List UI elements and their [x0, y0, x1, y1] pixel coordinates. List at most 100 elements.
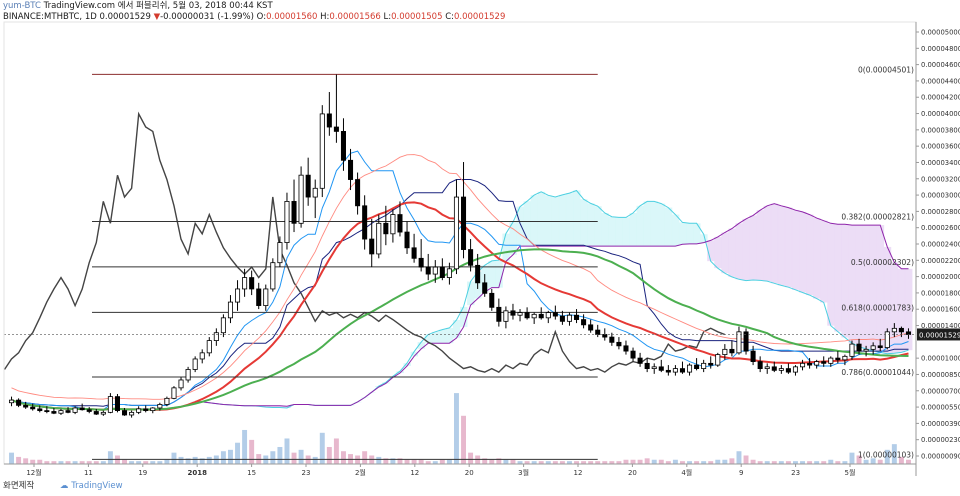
- candle-body: [178, 379, 184, 389]
- volume-bar: [157, 461, 163, 464]
- volume-bar: [588, 461, 594, 464]
- candle-body: [496, 306, 502, 322]
- candle: [199, 349, 205, 364]
- ichimoku-cloud-segment: [417, 342, 426, 349]
- candle: [213, 328, 219, 346]
- candle: [439, 258, 445, 281]
- candle-body: [552, 312, 558, 317]
- fib-level-label: 0.618(0.00001783): [841, 303, 914, 312]
- candle: [510, 303, 516, 320]
- volume-bar: [891, 444, 897, 464]
- ichimoku-cloud-segment: [608, 216, 616, 247]
- price-tick-label: 0.00004600: [921, 61, 960, 69]
- candle: [849, 340, 855, 360]
- time-tick-label: 4월: [681, 468, 692, 477]
- candle: [453, 179, 459, 275]
- candle: [609, 332, 615, 346]
- candle-body: [72, 407, 78, 413]
- candle: [23, 401, 29, 409]
- time-tick-label: 12: [410, 469, 419, 477]
- candle: [503, 306, 509, 329]
- volume-bar: [411, 459, 417, 464]
- candle: [517, 309, 523, 322]
- ichimoku-cloud-segment: [883, 246, 892, 354]
- volume-bar: [362, 451, 368, 464]
- publisher-username[interactable]: yum-BTC: [3, 1, 41, 11]
- ichimoku-cloud-segment: [629, 213, 637, 247]
- time-tick-label: 12: [574, 469, 583, 477]
- ichimoku-cloud-segment: [869, 225, 878, 351]
- candle: [489, 288, 495, 311]
- time-tick-label: 23: [302, 469, 311, 477]
- candle-body: [722, 348, 728, 355]
- candle: [559, 310, 565, 325]
- tradingview-logo[interactable]: ☁ TradingView: [60, 481, 123, 492]
- candle: [722, 344, 728, 360]
- ichimoku-cloud-segment: [813, 218, 821, 299]
- volume-bar: [510, 459, 516, 464]
- volume-bar: [178, 456, 184, 464]
- volume-bar: [164, 459, 170, 464]
- candle: [898, 326, 904, 338]
- volume-bar: [30, 459, 36, 464]
- volume-bar: [199, 458, 205, 464]
- candle-body: [319, 113, 325, 189]
- volume-bar: [23, 458, 29, 464]
- candle: [538, 307, 544, 320]
- volume-bar: [220, 451, 226, 464]
- candle: [800, 359, 806, 371]
- ichimoku-cloud-segment: [707, 240, 715, 262]
- candle: [326, 92, 332, 136]
- time-tick-label: 11: [84, 469, 93, 477]
- candle-body: [870, 345, 876, 350]
- volume-bar: [792, 461, 798, 464]
- candle: [468, 239, 474, 272]
- volume-bar: [453, 393, 459, 464]
- ichimoku-cloud-segment: [488, 260, 496, 288]
- candle-body: [679, 368, 685, 373]
- candle: [383, 205, 389, 246]
- candle-body: [446, 268, 452, 278]
- candle-body: [743, 331, 749, 352]
- volume-bar: [333, 438, 339, 464]
- ichimoku-cloud-segment: [565, 193, 574, 247]
- volume-bar: [482, 458, 488, 464]
- volume-bar: [446, 459, 452, 464]
- volume-bar: [51, 461, 57, 464]
- ichimoku-cloud-segment: [820, 220, 828, 303]
- volume-bar: [743, 455, 749, 464]
- volume-bar: [235, 442, 241, 464]
- candle: [256, 282, 262, 310]
- candle: [277, 236, 283, 268]
- ichimoku-cloud-segment: [841, 224, 849, 338]
- ichimoku-cloud-segment: [509, 222, 517, 255]
- time-axis[interactable]: 12월 11 19 2018 15 23 2월 12 20 3월 12 20 4월 9 23 5월: [4, 463, 916, 477]
- candle-body: [630, 350, 636, 359]
- volume-bar: [150, 461, 156, 464]
- volume-bar: [898, 456, 904, 464]
- candle: [778, 365, 784, 374]
- candle: [785, 363, 791, 374]
- candle-body: [235, 288, 241, 303]
- candle-body: [79, 407, 85, 411]
- candle: [220, 314, 226, 338]
- volume-bar: [439, 459, 445, 464]
- candle-body: [383, 222, 389, 235]
- candle: [242, 268, 248, 297]
- candlestick-series: [4, 74, 916, 418]
- volume-bar: [143, 461, 149, 464]
- price-axis[interactable]: 0.00001529 0.00005000 0.00004800 0.00004600…: [3, 21, 960, 476]
- candle-body: [44, 410, 50, 413]
- ichimoku-cloud-segment: [749, 215, 758, 280]
- ichimoku-cloud-segment: [693, 223, 701, 244]
- ichimoku-cloud-segment: [770, 203, 779, 284]
- ichimoku-cloud-segment: [686, 223, 694, 244]
- candle: [93, 408, 99, 415]
- candle: [16, 398, 22, 408]
- symbol-label[interactable]: BINANCE:MTHBTC, 1D: [3, 12, 97, 22]
- volume-bar: [736, 451, 742, 464]
- candle-body: [9, 399, 15, 404]
- candle: [51, 407, 57, 415]
- ichimoku-cloud-segment: [643, 201, 652, 247]
